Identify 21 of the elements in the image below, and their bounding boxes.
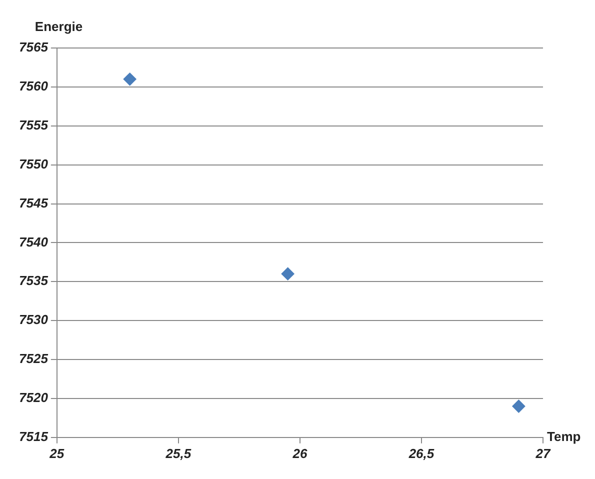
- point: [123, 72, 136, 86]
- y-tick-label: 7545: [19, 195, 49, 210]
- x-tick-label: 25: [48, 446, 65, 461]
- y-tick-label: 7540: [19, 234, 49, 250]
- y-tick-label: 7565: [19, 40, 49, 55]
- y-axis-title: Energie: [34, 19, 83, 34]
- y-tick-label: 7515: [19, 428, 49, 444]
- y-tick-label: 7520: [19, 390, 49, 406]
- x-tick-label: 26,5: [408, 446, 435, 461]
- y-tick-label: 7555: [19, 117, 49, 132]
- x-axis-title: Temp: [547, 428, 581, 444]
- y-tick-label: 7525: [19, 351, 49, 366]
- y-tick-label: 7530: [19, 312, 49, 328]
- x-tick-label: 26: [292, 446, 308, 461]
- x-tick-label: 27: [534, 446, 551, 461]
- x-tick-label: 25,5: [164, 446, 192, 461]
- point: [512, 400, 526, 413]
- y-tick-label: 7560: [19, 78, 49, 94]
- point: [281, 267, 294, 280]
- y-tick-label: 7535: [19, 273, 49, 288]
- y-tick-label: 7550: [19, 156, 49, 172]
